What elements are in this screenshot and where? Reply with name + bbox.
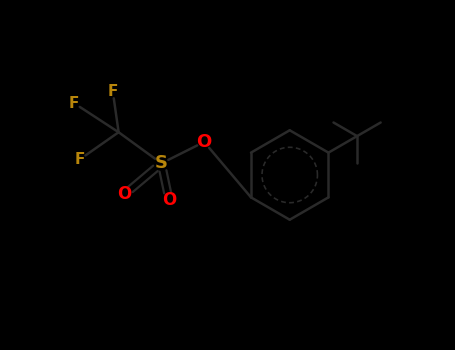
Text: S: S bbox=[155, 154, 168, 172]
Text: O: O bbox=[197, 133, 212, 151]
Text: O: O bbox=[162, 191, 176, 209]
Text: F: F bbox=[69, 96, 79, 111]
Text: F: F bbox=[107, 84, 118, 99]
Text: O: O bbox=[117, 186, 131, 203]
Text: F: F bbox=[75, 152, 85, 167]
